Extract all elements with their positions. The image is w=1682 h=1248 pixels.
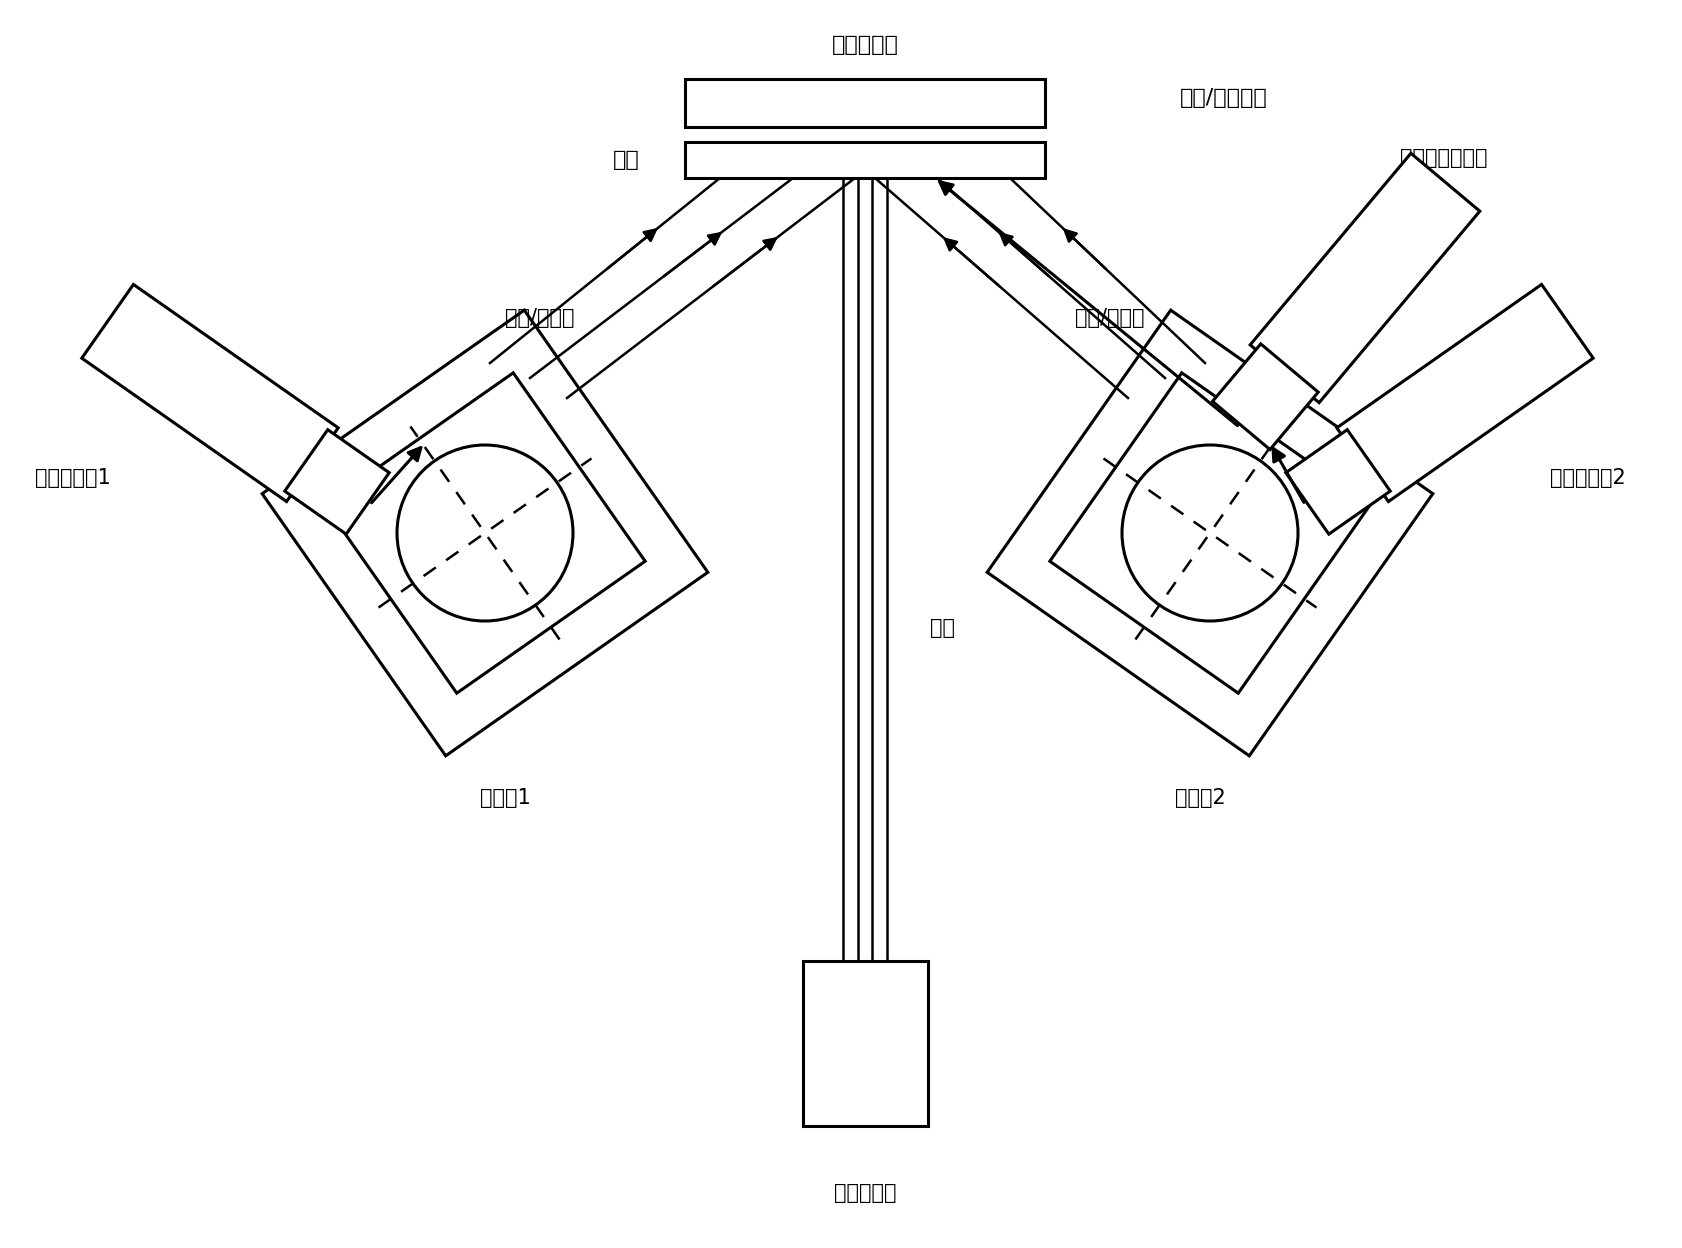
Polygon shape — [262, 311, 708, 756]
Polygon shape — [987, 311, 1431, 756]
Text: 溅射离子源2: 溅射离子源2 — [1549, 468, 1625, 488]
Polygon shape — [802, 961, 927, 1126]
Polygon shape — [1250, 154, 1478, 403]
Text: 刻蚀: 刻蚀 — [930, 618, 954, 638]
Text: 溅射/共溅射: 溅射/共溅射 — [505, 308, 575, 328]
Polygon shape — [685, 79, 1045, 127]
Text: 溅射/共溅射: 溅射/共溅射 — [1075, 308, 1144, 328]
Text: 溅射离子源1: 溅射离子源1 — [35, 468, 111, 488]
Text: 电阵加热器: 电阵加热器 — [831, 35, 898, 55]
Polygon shape — [284, 429, 389, 534]
Text: 辅助清洗离子源: 辅助清洗离子源 — [1399, 149, 1487, 168]
Text: 刻蚀离子源: 刻蚀离子源 — [833, 1183, 897, 1203]
Text: 清洗/辅助轰击: 清洗/辅助轰击 — [1179, 89, 1267, 109]
Polygon shape — [1336, 285, 1593, 502]
Polygon shape — [685, 142, 1045, 178]
Polygon shape — [1050, 373, 1369, 693]
Text: 基片: 基片 — [612, 150, 639, 170]
Text: 四靶台1: 四靶台1 — [479, 787, 530, 807]
Text: 四靶台2: 四靶台2 — [1174, 787, 1224, 807]
Polygon shape — [82, 285, 338, 502]
Polygon shape — [325, 373, 644, 693]
Polygon shape — [1211, 344, 1317, 449]
Polygon shape — [1285, 429, 1389, 534]
